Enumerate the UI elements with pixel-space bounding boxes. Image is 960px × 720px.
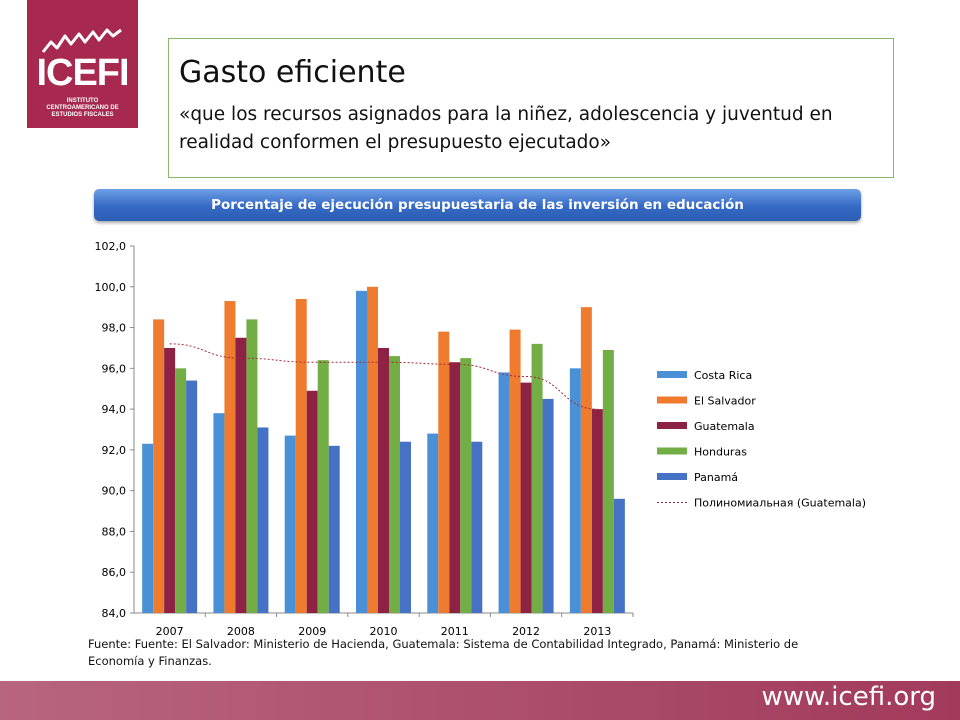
y-tick-label: 96,0 [102,362,127,375]
icefi-logo: ICEFI INSTITUTO CENTROAMERICANO DE ESTUD… [27,0,138,128]
logo-wordmark: ICEFI [36,52,129,94]
x-tick-label: 2007 [156,625,184,638]
logo-subtitle: INSTITUTO CENTROAMERICANO DE ESTUDIOS FI… [46,98,119,118]
x-tick-label: 2013 [583,625,611,638]
y-tick-label: 90,0 [102,485,127,498]
logo-trend-icon [41,28,122,53]
x-tick-label: 2011 [441,625,469,638]
y-tick-label: 92,0 [102,444,127,457]
bar-panam- [542,398,554,613]
bar-honduras [531,343,543,613]
bar-guatemala [591,409,603,613]
bar-panam- [613,498,625,613]
x-tick-label: 2009 [298,625,326,638]
bar-costa-rica [569,368,581,613]
legend-label: Costa Rica [694,369,752,382]
bar-el-salvador [295,299,307,613]
bar-el-salvador [367,286,378,613]
bar-panam- [186,380,198,613]
y-tick-label: 100,0 [95,281,127,294]
title-box: Gasto eficiente «que los recursos asigna… [168,38,894,178]
y-tick-label: 94,0 [102,403,127,416]
bar-honduras [246,319,258,613]
bar-panam- [257,427,269,613]
footer-bar: www.icefi.org [0,681,960,720]
y-tick-label: 84,0 [102,607,127,620]
bar-el-salvador [580,307,592,613]
bar-guatemala [306,390,318,613]
source-note: Fuente: Fuente: El Salvador: Ministerio … [88,637,799,668]
legend-label: Полиномиальная (Guatemala) [694,497,866,510]
legend-swatch [657,447,687,455]
bar-costa-rica [498,372,510,613]
legend-swatch [657,371,687,378]
x-tick-label: 2008 [227,625,255,638]
y-tick-label: 88,0 [102,525,127,538]
page-title: Gasto eficiente [179,55,406,90]
legend-label: Panamá [694,471,738,484]
bar-panam- [400,441,411,613]
bar-costa-rica [284,435,296,613]
y-tick-label: 98,0 [102,322,127,335]
bar-el-salvador [224,301,236,613]
bar-honduras [317,360,329,613]
bar-el-salvador [153,319,165,613]
legend-label: Honduras [694,446,747,459]
bar-guatemala [378,347,389,613]
y-tick-label: 86,0 [102,566,127,579]
bar-el-salvador [509,329,521,613]
bar-guatemala [520,382,532,613]
bar-honduras [460,358,472,613]
bar-guatemala [449,362,461,613]
footer-url[interactable]: www.icefi.org [761,682,936,712]
bar-honduras [389,356,400,613]
legend-swatch [657,422,687,429]
x-tick-label: 2012 [512,625,540,638]
bar-costa-rica [213,413,225,613]
bar-el-salvador [438,331,450,613]
x-tick-label: 2010 [370,625,398,638]
legend-swatch [657,396,687,404]
bar-costa-rica [142,443,154,613]
bar-costa-rica [356,290,367,613]
bar-honduras [175,368,187,613]
legend-label: Guatemala [694,420,755,433]
bar-honduras [602,349,614,613]
trendline-guatemala [169,343,598,410]
bar-panam- [328,445,340,613]
bar-guatemala [235,337,247,613]
legend-label: El Salvador [694,395,756,408]
bar-costa-rica [427,433,439,613]
y-tick-label: 102,0 [95,240,127,253]
page-subtitle: «que los recursos asignados para la niñe… [179,104,833,153]
bar-panam- [471,441,483,613]
legend-swatch [657,473,687,480]
bar-guatemala [164,347,176,613]
chart-title-banner: Porcentaje de ejecución presupuestaria d… [94,189,861,221]
